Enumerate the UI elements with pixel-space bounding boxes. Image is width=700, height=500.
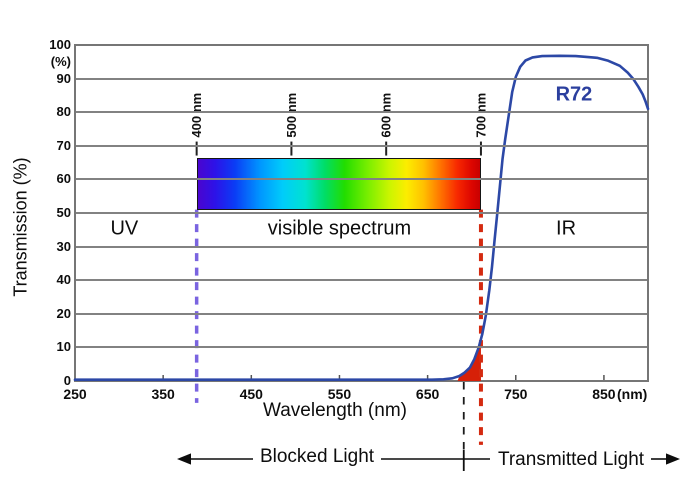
gridline-60 [76, 178, 647, 181]
y-tick-label: 100 [49, 37, 71, 52]
series-label-r72: R72 [555, 83, 593, 106]
gridline-20 [76, 312, 647, 315]
gridline-70 [76, 144, 647, 147]
x-tick-label: 750 [504, 386, 528, 402]
x-tick-label: 550 [327, 386, 352, 402]
y-tick-label: 80 [56, 104, 71, 120]
y-tick-label: 0 [63, 373, 71, 388]
x-tick-label: 350 [151, 386, 175, 402]
y-tick-label: 30 [56, 238, 71, 254]
x-tick-label: 650 [415, 386, 440, 402]
y-tick-label: 90 [56, 70, 71, 86]
right-arrowhead [666, 453, 680, 465]
gridline-10 [76, 346, 647, 349]
region-label-uv: UV [110, 217, 139, 240]
gridline-80 [76, 111, 647, 114]
gridline-90 [76, 77, 647, 80]
x-axis-title: Wavelength (nm) [263, 400, 407, 421]
y-tick-label: 70 [56, 137, 71, 153]
gridline-50 [76, 212, 647, 214]
region-label-visible-spectrum: visible spectrum [267, 217, 412, 240]
gridline-40 [76, 245, 647, 248]
x-tick-label: 250 [63, 386, 87, 402]
x-axis-unit-label: (nm) [617, 386, 648, 402]
gridline-30 [76, 279, 647, 282]
y-axis-unit-label: (%) [50, 54, 71, 69]
transmitted-light-label: Transmitted Light [497, 449, 645, 470]
region-label-ir: IR [556, 217, 577, 240]
visible-spectrum-band [196, 157, 481, 210]
y-tick-label: 50 [56, 205, 71, 220]
left-arrowhead [177, 453, 191, 465]
y-tick-label: 60 [56, 171, 71, 187]
blocked-light-label: Blocked Light [259, 446, 375, 467]
y-tick-label: 20 [56, 305, 71, 321]
x-tick-label: 850 [592, 386, 616, 402]
x-tick-label: 450 [239, 386, 263, 402]
y-axis-title: Transmission (%) [10, 157, 31, 297]
y-tick-label: 10 [56, 339, 71, 355]
y-tick-label: 40 [56, 272, 71, 288]
